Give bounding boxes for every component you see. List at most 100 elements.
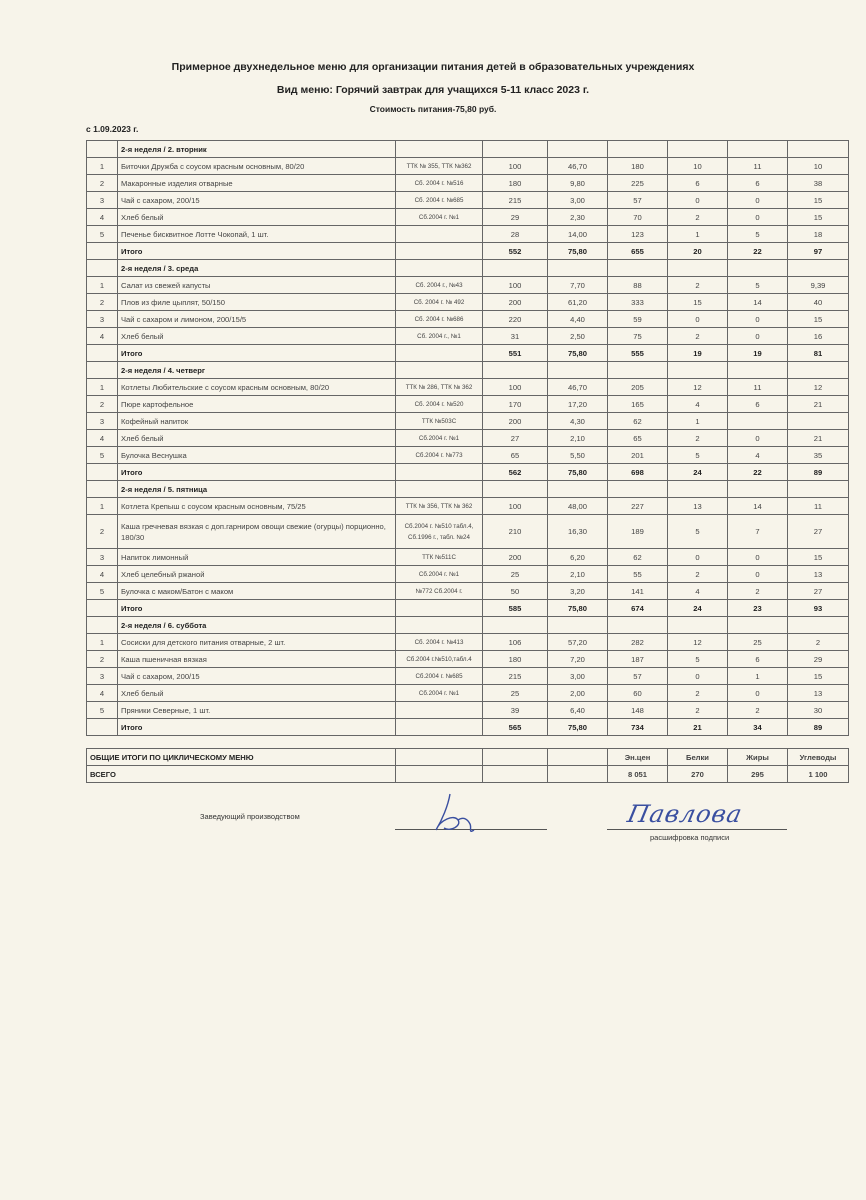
total-label: Итого (117, 599, 396, 617)
day-header-row: 2-я неделя / 6. суббота (86, 616, 849, 634)
dish-row: 5 Печенье бисквитное Лотте Чокопай, 1 шт.… (86, 225, 849, 243)
dish-name: Напиток лимонный (117, 548, 396, 566)
dish-name: Хлеб белый (117, 429, 396, 447)
carbs: 10 (787, 157, 849, 175)
dish-row: 4 Хлеб белый Сб. 2004 г., №1 31 2,50 75 2 0 16 (86, 327, 849, 345)
cell (667, 616, 728, 634)
total-carbs: 81 (787, 344, 849, 362)
cell (667, 140, 728, 158)
energy: 57 (607, 667, 668, 685)
day-total-row: Итого 562 75,80 698 24 22 89 (86, 463, 849, 481)
dish-name: Плов из филе цыплят, 50/150 (117, 293, 396, 311)
cell (482, 748, 548, 766)
cell (547, 616, 608, 634)
total-energy: 698 (607, 463, 668, 481)
cell (395, 748, 483, 766)
energy: 187 (607, 650, 668, 668)
fat: 0 (727, 684, 788, 702)
recipe-ref: Сб.2004 г. №1 (395, 208, 483, 226)
energy: 55 (607, 565, 668, 583)
carbs: 21 (787, 395, 849, 413)
total-energy: 734 (607, 718, 668, 736)
total-price: 75,80 (547, 718, 608, 736)
price: 14,00 (547, 225, 608, 243)
protein: 0 (667, 667, 728, 685)
protein: 0 (667, 310, 728, 328)
cell (482, 616, 548, 634)
total-price: 75,80 (547, 344, 608, 362)
carbs: 38 (787, 174, 849, 192)
total-fat: 34 (727, 718, 788, 736)
protein: 2 (667, 701, 728, 719)
recipe-ref: Сб. 2004 г., №1 (395, 327, 483, 345)
energy: 70 (607, 208, 668, 226)
total-protein: 24 (667, 599, 728, 617)
cell (482, 361, 548, 379)
protein: 0 (667, 548, 728, 566)
price: 17,20 (547, 395, 608, 413)
price: 2,50 (547, 327, 608, 345)
carbs: 11 (787, 497, 849, 515)
cell (482, 259, 548, 277)
recipe-ref: Сб.2004 г. №1 (395, 684, 483, 702)
price: 16,30 (547, 514, 608, 549)
weight: 29 (482, 208, 548, 226)
cell (86, 242, 118, 260)
summary-total-row: ВСЕГО 8 051 270 295 1 100 (86, 765, 849, 783)
protein: 4 (667, 395, 728, 413)
price: 3,20 (547, 582, 608, 600)
protein: 13 (667, 497, 728, 515)
dish-name: Хлеб белый (117, 684, 396, 702)
total-energy: 674 (607, 599, 668, 617)
fat: 5 (727, 225, 788, 243)
dish-name: Каша пшеничная вязкая (117, 650, 396, 668)
energy-total: 8 051 (607, 765, 668, 783)
day-header-row: 2-я неделя / 3. среда (86, 259, 849, 277)
weight: 180 (482, 174, 548, 192)
protein: 1 (667, 412, 728, 430)
dish-row: 3 Кофейный напиток ТТК №503С 200 4,30 62 1 (86, 412, 849, 430)
recipe-ref: Сб.2004 г. №1 (395, 565, 483, 583)
cell (395, 599, 483, 617)
dish-row: 4 Хлеб белый Сб.2004 г. №1 29 2,30 70 2 0 15 (86, 208, 849, 226)
fat: 0 (727, 208, 788, 226)
fat: 2 (727, 582, 788, 600)
recipe-ref: ТТК № 355, ТТК №362 (395, 157, 483, 175)
weight: 25 (482, 684, 548, 702)
total-label: Итого (117, 463, 396, 481)
item-number: 4 (86, 327, 118, 345)
item-number: 5 (86, 225, 118, 243)
protein: 15 (667, 293, 728, 311)
fat: 0 (727, 310, 788, 328)
cell (395, 242, 483, 260)
cell (395, 765, 483, 783)
fat: 0 (727, 429, 788, 447)
weight: 215 (482, 191, 548, 209)
energy: 62 (607, 412, 668, 430)
price: 2,10 (547, 429, 608, 447)
fat: 14 (727, 497, 788, 515)
recipe-ref: Сб.2004 г. №510 табл.4, Сб.1996 г., табл… (395, 514, 483, 549)
cell (482, 480, 548, 498)
energy: 180 (607, 157, 668, 175)
total-weight: 562 (482, 463, 548, 481)
meal-cost: Стоимость питания-75,80 руб. (369, 104, 497, 114)
item-number: 3 (86, 412, 118, 430)
day-header-row: 2-я неделя / 2. вторник (86, 140, 849, 158)
protein: 2 (667, 429, 728, 447)
recipe-ref: Сб. 2004 г., №43 (395, 276, 483, 294)
weight: 100 (482, 497, 548, 515)
dish-name: Кофейный напиток (117, 412, 396, 430)
dish-row: 5 Булочка Веснушка Сб.2004 г. №773 65 5,50 20… (86, 446, 849, 464)
energy: 227 (607, 497, 668, 515)
protein: 2 (667, 276, 728, 294)
price: 7,20 (547, 650, 608, 668)
recipe-ref: Сб.2004 г. №685 (395, 667, 483, 685)
carbs: 13 (787, 565, 849, 583)
energy: 57 (607, 191, 668, 209)
price: 3,00 (547, 191, 608, 209)
energy: 148 (607, 701, 668, 719)
cell (727, 480, 788, 498)
protein: 2 (667, 327, 728, 345)
day-total-row: Итого 552 75,80 655 20 22 97 (86, 242, 849, 260)
